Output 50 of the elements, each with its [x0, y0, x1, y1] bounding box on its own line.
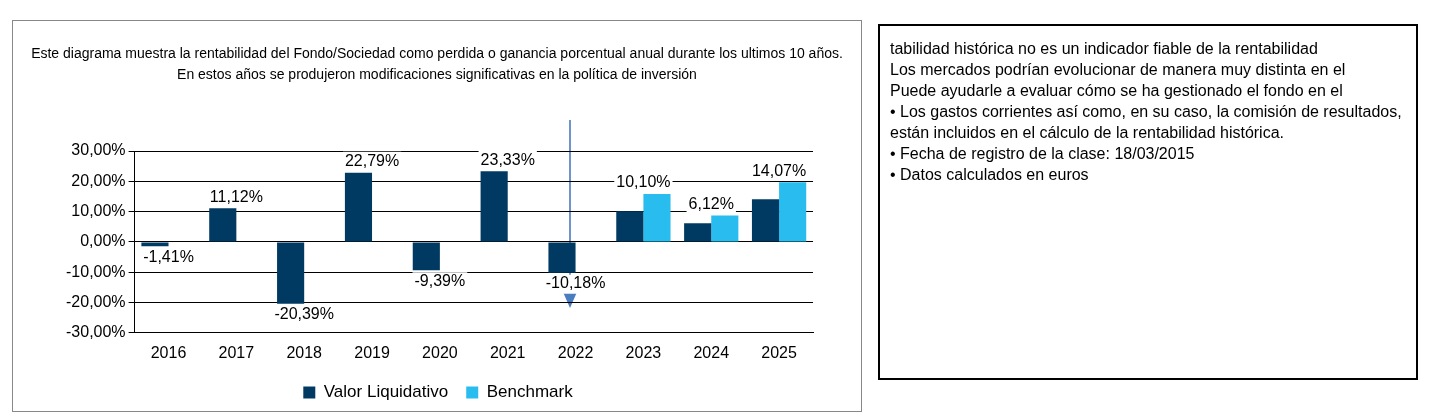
x-tick-label: 2017	[218, 343, 255, 361]
y-tick-label: -30,00%	[66, 323, 126, 341]
x-tick-label: 2024	[693, 343, 730, 361]
data-label: 6,12%	[688, 194, 734, 212]
y-tick-label: -10,00%	[66, 262, 126, 280]
bar	[277, 242, 305, 304]
data-label: 14,07%	[751, 161, 807, 179]
bar	[616, 211, 644, 242]
y-tick-label: 10,00%	[71, 202, 126, 220]
data-label: -20,39%	[274, 305, 334, 323]
legend-label: Valor Liquidativo	[323, 382, 449, 402]
bar	[480, 171, 508, 242]
text: • Los gastos corrientes así como, en su caso, la comisión de resultados, están incluidos en el cálculo de la rentabilidad histórica.	[890, 102, 1403, 143]
data-label: 23,33%	[480, 150, 535, 168]
bar	[209, 208, 237, 242]
x-tick-label: 2020	[422, 343, 458, 361]
y-tick-label: 0,00%	[80, 232, 126, 250]
text: Los mercados podrían evolucionar de manera muy distinta en el	[890, 60, 1347, 80]
bar	[711, 215, 739, 242]
bar	[684, 223, 712, 242]
bar	[779, 182, 807, 242]
text: • Fecha de registro de la clase: 18/03/2015	[890, 144, 1196, 164]
bar	[344, 172, 373, 242]
x-tick-label: 2016	[150, 343, 187, 361]
text: • Datos calculados en euros	[890, 165, 1090, 185]
text: Puede ayudarle a evaluar cómo se ha gestionado el fondo en el	[890, 81, 1344, 101]
bar	[141, 242, 169, 247]
y-tick-label: 30,00%	[71, 141, 126, 159]
data-label: -10,18%	[545, 274, 606, 292]
y-tick-label: -20,00%	[66, 292, 126, 310]
data-label: -9,39%	[414, 271, 466, 289]
x-tick-label: 2019	[354, 343, 390, 361]
x-tick-label: 2018	[286, 343, 323, 361]
chart-subtitle: En estos años se produjeron modificaciones significativas en la política de inversión	[176, 65, 698, 84]
bar	[412, 242, 440, 271]
bar	[643, 194, 671, 242]
data-label: 22,79%	[344, 152, 400, 170]
bar	[751, 199, 780, 242]
data-label: 11,12%	[209, 187, 263, 205]
data-label: 10,10%	[616, 173, 671, 191]
text: tabilidad histórica no es un indicador fiable de la rentabilidad	[890, 39, 1319, 59]
x-tick-label: 2021	[489, 343, 526, 361]
bar	[548, 242, 576, 273]
y-tick-label: 20,00%	[71, 171, 126, 189]
data-label: -1,41%	[143, 247, 194, 265]
legend-label: Benchmark	[486, 382, 574, 402]
x-tick-label: 2022	[557, 343, 594, 361]
x-tick-label: 2025	[761, 343, 797, 361]
x-tick-label: 2023	[625, 343, 662, 361]
chart-title: Este diagrama muestra la rentabilidad del Fondo/Sociedad como perdida o ganancia porcentual anual durante los ultimos 10 años.	[30, 44, 844, 63]
